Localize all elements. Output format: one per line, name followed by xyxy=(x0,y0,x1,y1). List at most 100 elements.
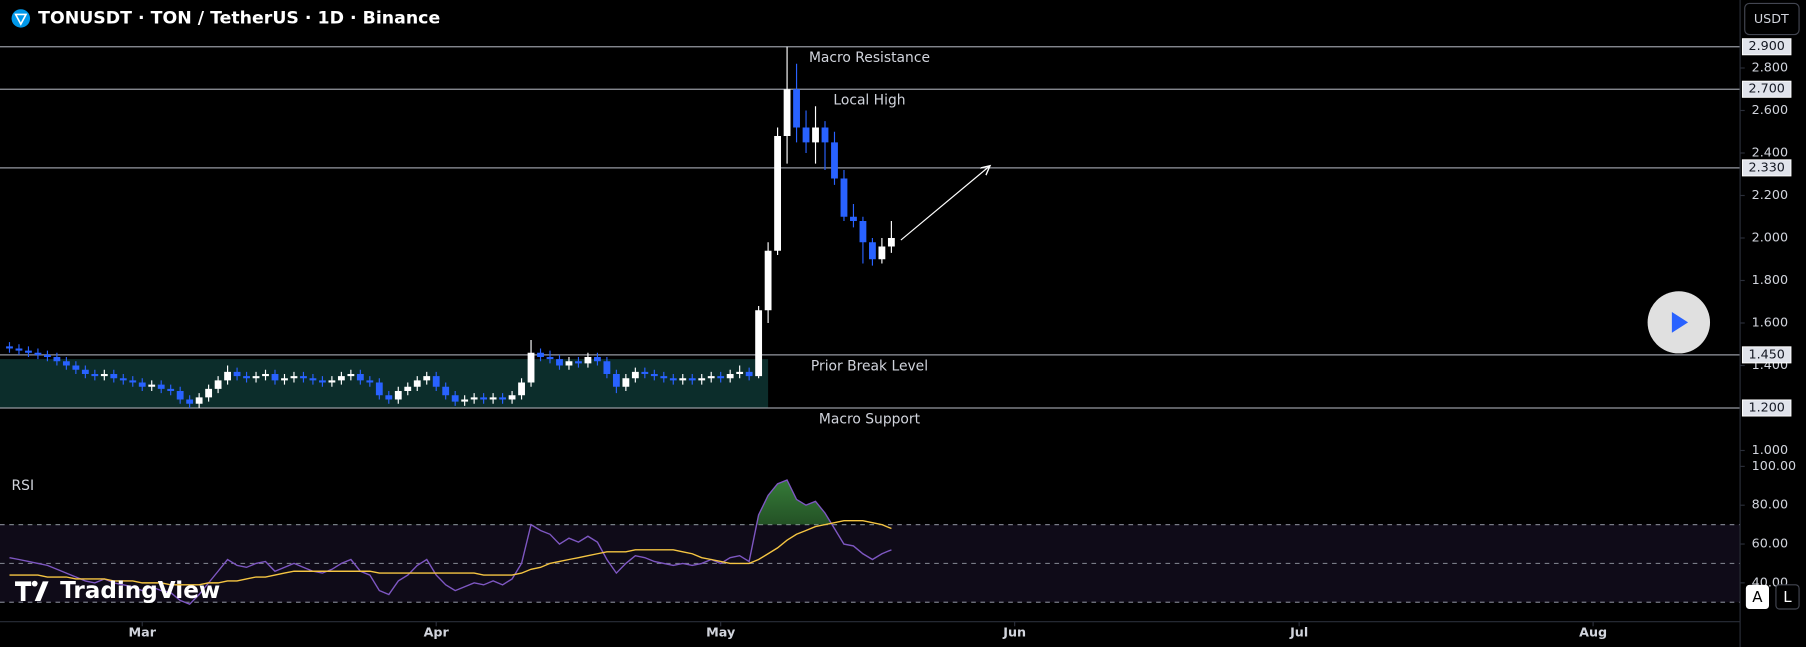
candle-body xyxy=(195,397,203,404)
candle-body xyxy=(783,89,791,136)
candle-body xyxy=(375,382,383,396)
candle-body xyxy=(556,359,563,366)
y-tick-label: 1.000 xyxy=(1752,442,1788,457)
rsi-ma-line xyxy=(9,520,892,586)
candle-body xyxy=(622,378,630,387)
candle-body xyxy=(594,356,601,362)
candle-body xyxy=(300,376,307,379)
candle-body xyxy=(726,373,734,379)
trend-arrow xyxy=(900,166,990,241)
level-badge-label: 2.700 xyxy=(1748,81,1784,96)
tradingview-logo xyxy=(15,581,49,601)
candle-body xyxy=(224,371,232,381)
candle-body xyxy=(157,384,165,389)
candle-body xyxy=(319,380,326,383)
y-tick-label: 2.000 xyxy=(1752,230,1788,245)
candle-body xyxy=(793,89,800,128)
level-badge-label: 1.450 xyxy=(1748,346,1784,361)
candle-body xyxy=(698,378,706,381)
level-text: Macro Resistance xyxy=(809,50,930,66)
y-tick-label: 1.600 xyxy=(1752,315,1788,330)
candle-body xyxy=(167,388,175,391)
candle-body xyxy=(347,373,355,377)
rsi-pane xyxy=(0,479,1741,605)
candle-body xyxy=(660,376,668,379)
rsi-line xyxy=(9,479,892,605)
auto-scale-button[interactable] xyxy=(1745,584,1770,610)
symbol-icon-glyph xyxy=(14,13,28,26)
candle-body xyxy=(119,378,127,381)
candle-body xyxy=(290,376,298,379)
candle-body xyxy=(821,127,829,143)
candle-body xyxy=(878,246,886,260)
candle-body xyxy=(423,376,431,381)
candle-body xyxy=(565,361,573,366)
level-badge xyxy=(1741,80,1792,98)
time-axis-bg xyxy=(0,621,1741,647)
candle-body xyxy=(366,380,374,383)
candle-body xyxy=(669,378,677,381)
candle-body xyxy=(736,371,744,374)
candle-body xyxy=(650,373,658,377)
candle-body xyxy=(489,397,497,400)
level-badge xyxy=(1741,159,1792,177)
candle-body xyxy=(537,352,544,357)
indicator-label: RSI xyxy=(12,478,35,494)
candle-body xyxy=(243,376,250,379)
x-tick-label: Jun xyxy=(1002,625,1026,640)
play-icon[interactable] xyxy=(1671,311,1689,333)
candle-body xyxy=(470,397,478,400)
candle-body xyxy=(25,350,32,353)
candle-body xyxy=(451,395,459,402)
candle-body xyxy=(831,142,838,179)
candle-body xyxy=(138,382,146,387)
candle-body xyxy=(62,361,70,366)
candle-body xyxy=(176,390,184,400)
log-scale-button[interactable] xyxy=(1775,584,1800,610)
candle-body xyxy=(72,365,80,370)
candle-body xyxy=(755,310,763,377)
log-scale-label[interactable]: L xyxy=(1783,588,1792,606)
candle-body xyxy=(480,397,488,400)
candle-body xyxy=(44,354,51,357)
currency-button-label[interactable]: USDT xyxy=(1754,11,1789,26)
auto-scale-label[interactable]: A xyxy=(1752,588,1763,606)
watermark: TradingView xyxy=(60,578,220,604)
candle-body xyxy=(641,371,649,374)
candle-body xyxy=(81,369,89,374)
x-tick-label: Jul xyxy=(1289,625,1308,640)
candle-body xyxy=(603,361,611,374)
overlay: TONUSDT · TON / TetherUS · 1D · Binance … xyxy=(11,2,1800,610)
candle-body xyxy=(717,376,725,379)
level-text: Prior Break Level xyxy=(811,358,928,374)
candle-body xyxy=(6,346,13,349)
tradingview-logo-dot xyxy=(31,580,38,587)
price-axis-bg xyxy=(1740,0,1806,647)
candle-body xyxy=(707,376,715,379)
candle-body xyxy=(34,352,42,355)
candle-body xyxy=(205,388,213,398)
candle-body xyxy=(774,135,782,251)
candle-body xyxy=(394,390,402,400)
candle-body xyxy=(859,220,867,243)
rsi-tick-label: 60.00 xyxy=(1752,536,1788,551)
y-tick-label: 2.400 xyxy=(1752,145,1788,160)
x-tick-label: Aug xyxy=(1579,625,1607,640)
candle-body xyxy=(518,382,525,396)
candle-body xyxy=(385,395,393,400)
candle-body xyxy=(631,371,639,379)
candle-body xyxy=(612,373,620,387)
candle-body xyxy=(764,250,772,311)
rsi-tick-label: 100.00 xyxy=(1752,458,1797,473)
currency-button[interactable] xyxy=(1744,2,1800,36)
y-tick-label: 2.200 xyxy=(1752,187,1788,202)
candle-body xyxy=(214,380,222,389)
level-badge-label: 2.900 xyxy=(1748,38,1784,53)
candle-body xyxy=(679,378,687,381)
candle-body xyxy=(688,378,696,381)
x-tick-label: Apr xyxy=(424,625,450,640)
candle-body xyxy=(850,216,857,221)
